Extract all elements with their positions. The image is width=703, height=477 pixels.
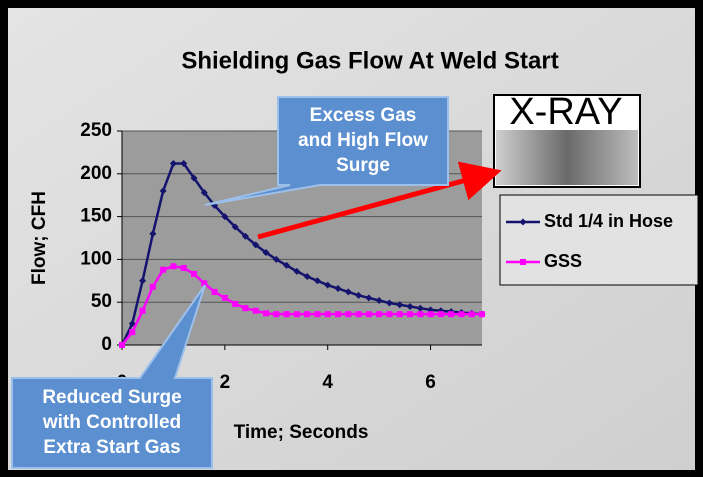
callout-text: with Controlled bbox=[42, 412, 181, 433]
point bbox=[479, 311, 485, 317]
legend-label: GSS bbox=[544, 251, 582, 271]
y-tick-label: 100 bbox=[80, 248, 112, 269]
y-tick-label: 150 bbox=[80, 206, 112, 227]
y-tick-label: 0 bbox=[101, 334, 112, 355]
y-tick-label: 200 bbox=[80, 163, 112, 184]
xray-image bbox=[496, 130, 638, 185]
point bbox=[325, 311, 331, 317]
xray-label: X-RAY bbox=[509, 91, 622, 133]
x-tick-label: 6 bbox=[425, 372, 436, 393]
page: {"chart_data": {"type": "line", "title":… bbox=[0, 0, 703, 477]
point bbox=[253, 308, 259, 314]
point bbox=[232, 301, 238, 307]
point bbox=[397, 311, 403, 317]
chart: Shielding Gas Flow At Weld Start Flow; C… bbox=[0, 0, 703, 477]
point bbox=[407, 311, 413, 317]
legend-label: Std 1/4 in Hose bbox=[544, 211, 673, 231]
point bbox=[160, 267, 166, 273]
callout-text: Reduced Surge bbox=[42, 387, 181, 408]
point bbox=[129, 329, 135, 335]
point bbox=[448, 311, 454, 317]
y-tick-label: 250 bbox=[80, 120, 112, 141]
y-axis-label: Flow; CFH bbox=[29, 191, 50, 285]
point bbox=[222, 295, 228, 301]
point bbox=[242, 305, 248, 311]
point bbox=[345, 311, 351, 317]
point bbox=[150, 284, 156, 290]
y-tick-label: 50 bbox=[91, 291, 112, 312]
point bbox=[263, 310, 269, 316]
point bbox=[212, 289, 218, 295]
point bbox=[356, 311, 362, 317]
point bbox=[294, 311, 300, 317]
point bbox=[273, 311, 279, 317]
point bbox=[304, 311, 310, 317]
point bbox=[386, 311, 392, 317]
point bbox=[119, 342, 125, 348]
point bbox=[191, 271, 197, 277]
chart-title: Shielding Gas Flow At Weld Start bbox=[181, 47, 558, 74]
legend-marker bbox=[520, 259, 526, 265]
point bbox=[140, 308, 146, 314]
x-axis-label: Time; Seconds bbox=[234, 422, 369, 443]
point bbox=[428, 311, 434, 317]
point bbox=[458, 311, 464, 317]
point bbox=[469, 311, 475, 317]
point bbox=[366, 311, 372, 317]
callout-text: Extra Start Gas bbox=[43, 437, 180, 458]
callout-text: and High Flow bbox=[298, 130, 428, 151]
x-tick-label: 4 bbox=[322, 372, 333, 393]
point bbox=[181, 265, 187, 271]
point bbox=[170, 263, 176, 269]
legend-box bbox=[500, 195, 698, 285]
point bbox=[376, 311, 382, 317]
point bbox=[335, 311, 341, 317]
point bbox=[314, 311, 320, 317]
callout-text: Excess Gas bbox=[310, 105, 417, 126]
x-tick-label: 2 bbox=[220, 372, 231, 393]
callout-text: Surge bbox=[336, 155, 390, 176]
point bbox=[417, 311, 423, 317]
point bbox=[438, 311, 444, 317]
point bbox=[284, 311, 290, 317]
